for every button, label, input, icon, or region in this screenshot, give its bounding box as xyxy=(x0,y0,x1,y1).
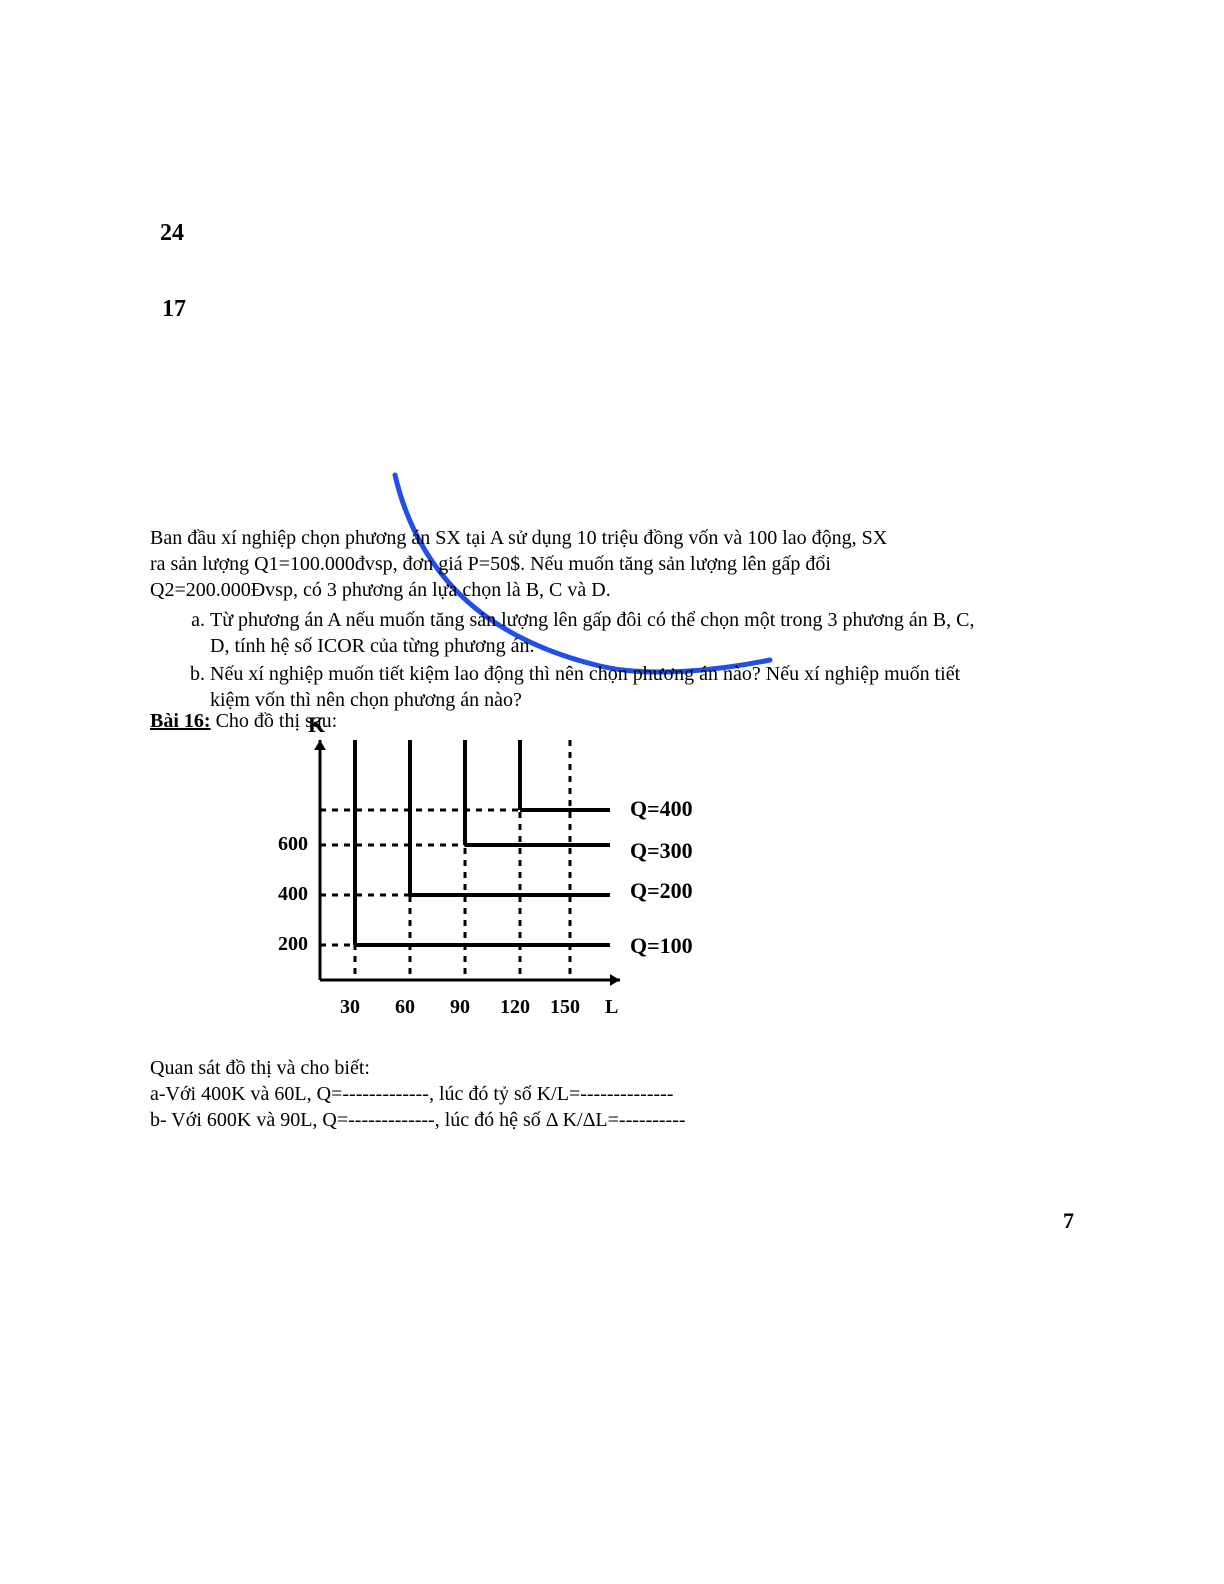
y-tick-200: 200 xyxy=(268,933,308,956)
top-number-1: 24 xyxy=(160,220,184,247)
y-tick-600: 600 xyxy=(268,833,308,856)
page: 24 17 Ban đầu xí nghiệp chọn phương án S… xyxy=(0,0,1224,1584)
chart-svg xyxy=(260,720,660,1010)
para-line-1: Ban đầu xí nghiệp chọn phương án SX tại … xyxy=(150,525,980,551)
questions-block: Quan sát đồ thị và cho biết: a-Với 400K … xyxy=(150,1055,980,1133)
list-item-a: Từ phương án A nếu muốn tăng sản lượng l… xyxy=(210,607,980,659)
question-intro: Quan sát đồ thị và cho biết: xyxy=(150,1055,980,1081)
axis-label-l: L xyxy=(605,996,618,1019)
axis-label-k: K xyxy=(308,712,325,738)
q-label-300: Q=300 xyxy=(630,838,693,864)
list-item-b: Nếu xí nghiệp muốn tiết kiệm lao động th… xyxy=(210,661,980,713)
top-number-2: 17 xyxy=(162,296,186,323)
question-b: b- Với 600K và 90L, Q=-------------, lúc… xyxy=(150,1107,980,1133)
para-line-2: ra sản lượng Q1=100.000đvsp, đơn giá P=5… xyxy=(150,551,980,577)
y-tick-400: 400 xyxy=(268,883,308,906)
q-label-200: Q=200 xyxy=(630,878,693,904)
question-a: a-Với 400K và 60L, Q=-------------, lúc … xyxy=(150,1081,980,1107)
x-tick-150: 150 xyxy=(550,996,580,1019)
x-tick-90: 90 xyxy=(450,996,470,1019)
bai16-label: Bài 16: xyxy=(150,710,211,732)
x-tick-30: 30 xyxy=(340,996,360,1019)
page-number: 7 xyxy=(1063,1208,1074,1234)
x-tick-60: 60 xyxy=(395,996,415,1019)
q-label-100: Q=100 xyxy=(630,933,693,959)
para-line-3: Q2=200.000Đvsp, có 3 phương án lựa chọn … xyxy=(150,577,980,603)
isoquant-chart: K 600 400 200 30 60 90 120 150 L Q=400 Q… xyxy=(260,720,960,1050)
main-paragraph: Ban đầu xí nghiệp chọn phương án SX tại … xyxy=(150,525,980,715)
x-tick-120: 120 xyxy=(500,996,530,1019)
q-label-400: Q=400 xyxy=(630,796,693,822)
